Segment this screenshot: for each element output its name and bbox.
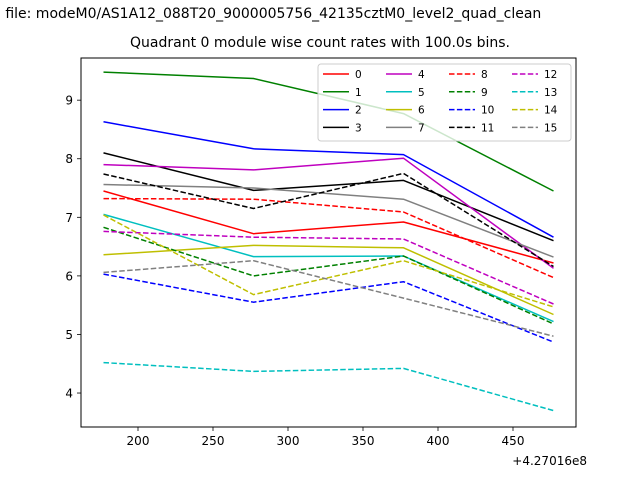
- series-line-12: [103, 230, 554, 305]
- legend-label-14: 14: [544, 105, 558, 117]
- legend-label-6: 6: [418, 105, 425, 117]
- series-line-0: [103, 190, 554, 264]
- series-line-11: [103, 172, 554, 268]
- legend-label-13: 13: [544, 87, 557, 99]
- legend-label-9: 9: [481, 87, 488, 99]
- legend-label-3: 3: [355, 122, 362, 134]
- series-line-7: [103, 183, 554, 258]
- series-line-3: [103, 152, 554, 242]
- y-tick-label: 6: [65, 269, 73, 283]
- y-tick-label: 8: [65, 152, 73, 166]
- legend-label-1: 1: [355, 87, 362, 99]
- series-line-6: [103, 244, 554, 316]
- legend-label-11: 11: [481, 122, 494, 134]
- x-tick-label: 350: [352, 434, 375, 448]
- y-axis: 4 5 6 7 8 9: [65, 94, 81, 401]
- legend-label-2: 2: [355, 105, 362, 117]
- series-line-5: [103, 213, 554, 323]
- legend-label-5: 5: [418, 87, 425, 99]
- x-tick-label: 400: [427, 434, 450, 448]
- series-line-8: [103, 197, 554, 279]
- x-axis: 200 250 300 350 400 450: [127, 427, 525, 448]
- figure-suptitle: n file: modeM0/AS1A12_088T20_9000005756_…: [0, 6, 542, 22]
- x-tick-label: 300: [277, 434, 300, 448]
- chart-title: Quadrant 0 module wise count rates with …: [130, 35, 510, 51]
- legend-label-7: 7: [418, 122, 425, 134]
- y-tick-label: 5: [65, 328, 73, 342]
- legend-label-10: 10: [481, 105, 494, 117]
- series-line-9: [103, 226, 554, 325]
- y-tick-label: 4: [65, 387, 73, 401]
- x-tick-label: 250: [202, 434, 225, 448]
- series-lines: [103, 71, 554, 412]
- x-tick-label: 200: [127, 434, 150, 448]
- legend-label-0: 0: [355, 69, 362, 81]
- x-tick-label: 450: [502, 434, 525, 448]
- legend-label-12: 12: [544, 69, 557, 81]
- series-line-10: [103, 273, 554, 343]
- series-line-2: [103, 121, 554, 238]
- y-tick-label: 7: [65, 211, 73, 225]
- series-line-15: [103, 259, 554, 337]
- legend-label-15: 15: [544, 122, 557, 134]
- series-line-13: [103, 361, 554, 412]
- legend-label-4: 4: [418, 69, 425, 81]
- legend-box: [317, 63, 572, 142]
- plot-frame: [80, 57, 577, 428]
- y-tick-label: 9: [65, 94, 73, 108]
- series-line-4: [103, 157, 554, 269]
- legend-label-8: 8: [481, 69, 488, 81]
- x-offset-label: +4.27016e8: [512, 454, 587, 468]
- series-line-14: [103, 214, 554, 308]
